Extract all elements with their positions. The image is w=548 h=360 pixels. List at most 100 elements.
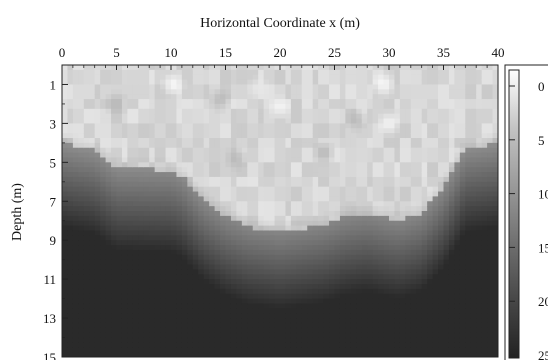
heat-cell xyxy=(399,308,406,314)
heat-cell xyxy=(214,74,221,81)
heat-cell xyxy=(345,196,352,202)
heat-cell xyxy=(334,103,341,110)
heat-cell xyxy=(198,288,205,295)
heat-cell xyxy=(127,84,134,90)
heat-cell xyxy=(492,342,498,348)
heat-cell xyxy=(312,128,319,134)
heat-cell xyxy=(67,99,74,105)
heat-cell xyxy=(367,79,374,86)
heat-cell xyxy=(465,167,472,173)
heat-cell xyxy=(307,211,314,217)
heat-cell xyxy=(372,138,379,144)
heat-cell xyxy=(149,191,156,197)
heat-cell xyxy=(94,69,101,76)
heat-cell xyxy=(383,74,390,81)
heat-cell xyxy=(225,196,232,202)
heat-cell xyxy=(372,249,379,256)
heat-cell xyxy=(89,123,96,129)
heat-cell xyxy=(481,162,488,168)
heat-cell xyxy=(470,279,477,285)
heat-cell xyxy=(312,332,319,339)
heat-cell xyxy=(307,249,314,256)
heat-cell xyxy=(263,288,270,295)
heat-cell xyxy=(312,211,319,217)
heat-cell xyxy=(83,191,90,197)
heat-cell xyxy=(72,342,79,348)
heat-cell xyxy=(361,211,368,217)
heat-cell xyxy=(225,94,232,100)
heat-cell xyxy=(263,157,270,163)
heat-cell xyxy=(62,303,69,309)
heat-cell xyxy=(138,74,145,81)
heat-cell xyxy=(105,191,112,197)
heat-cell xyxy=(301,318,308,324)
heat-cell xyxy=(443,74,450,81)
heat-cell xyxy=(378,191,385,197)
heat-cell xyxy=(121,79,128,86)
heat-cell xyxy=(492,74,498,81)
heat-cell xyxy=(285,352,292,357)
heat-cell xyxy=(138,196,145,202)
heat-cell xyxy=(399,113,406,120)
heat-cell xyxy=(165,123,172,129)
heat-cell xyxy=(143,123,150,129)
heat-cell xyxy=(405,352,412,357)
heat-cell xyxy=(127,79,134,86)
heat-cell xyxy=(72,245,79,251)
heat-cell xyxy=(367,352,374,357)
heat-cell xyxy=(476,172,483,178)
heat-cell xyxy=(209,288,216,295)
heat-cell xyxy=(121,293,128,300)
heat-cell xyxy=(296,167,303,173)
heat-cell xyxy=(394,269,401,275)
heat-cell xyxy=(318,108,325,115)
heat-cell xyxy=(149,298,156,305)
heat-cell xyxy=(345,303,352,309)
heat-cell xyxy=(312,230,319,236)
heat-cell xyxy=(367,249,374,256)
heat-cell xyxy=(94,264,101,270)
heat-cell xyxy=(318,220,325,227)
heat-cell xyxy=(247,293,254,300)
heat-cell xyxy=(143,245,150,251)
heat-cell xyxy=(296,264,303,270)
heat-cell xyxy=(280,308,287,314)
heat-cell xyxy=(83,123,90,129)
heat-cell xyxy=(258,245,265,251)
heat-cell xyxy=(225,313,232,319)
heat-cell xyxy=(459,279,466,285)
heat-cell xyxy=(367,186,374,193)
heat-cell xyxy=(350,352,357,357)
heat-cell xyxy=(181,123,188,129)
heat-cell xyxy=(138,215,145,222)
heat-cell xyxy=(394,240,401,246)
heat-cell xyxy=(127,332,134,339)
heat-cell xyxy=(389,79,396,86)
heat-cell xyxy=(94,332,101,339)
heat-cell xyxy=(121,230,128,236)
heat-cell xyxy=(220,196,227,202)
heat-cell xyxy=(121,113,128,120)
heat-cell xyxy=(481,308,488,314)
heat-cell xyxy=(105,327,112,334)
heat-cell xyxy=(252,103,259,110)
heat-cell xyxy=(290,147,297,154)
heat-cell xyxy=(312,79,319,86)
heat-cell xyxy=(448,74,455,81)
heat-cell xyxy=(356,103,363,110)
heat-cell xyxy=(290,264,297,270)
heat-cell xyxy=(132,162,139,168)
heat-cell xyxy=(487,327,494,334)
heat-cell xyxy=(160,235,167,241)
heat-cell xyxy=(312,84,319,90)
heat-cell xyxy=(329,206,336,212)
heat-cell xyxy=(438,225,445,232)
heat-cell xyxy=(247,69,254,76)
heat-cell xyxy=(323,332,330,339)
heat-cell xyxy=(367,118,374,124)
heat-cell xyxy=(356,259,363,266)
heat-cell xyxy=(378,128,385,134)
heat-cell xyxy=(378,201,385,207)
heat-cell xyxy=(378,108,385,115)
heat-cell xyxy=(476,108,483,115)
